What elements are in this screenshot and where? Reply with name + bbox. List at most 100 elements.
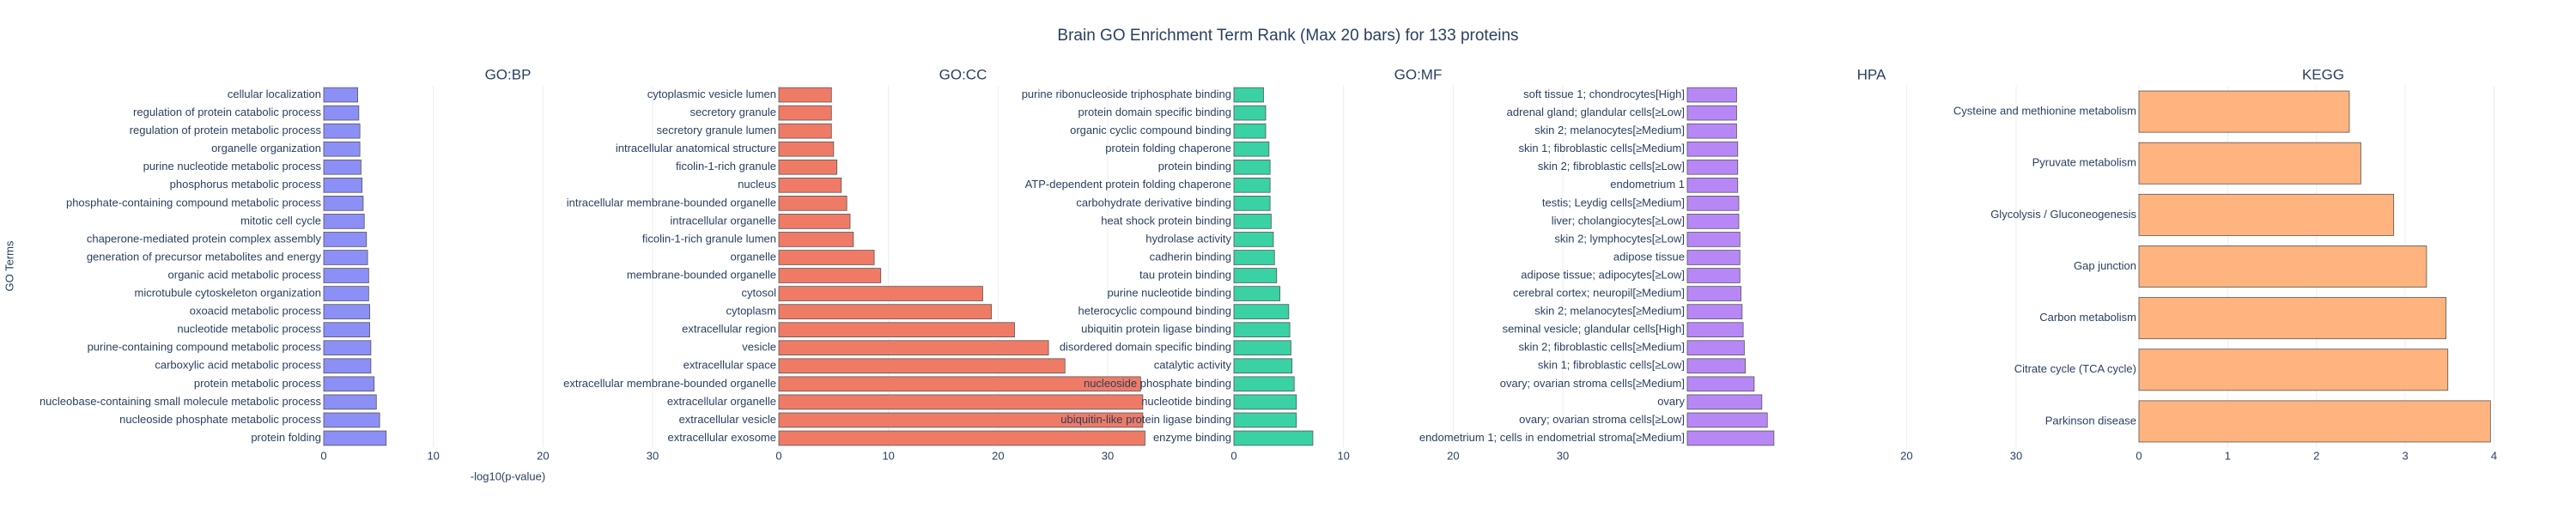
bar bbox=[1233, 358, 1293, 374]
bar bbox=[1686, 105, 1737, 121]
y-tick-label: Gap junction bbox=[2074, 259, 2136, 272]
panel-title: HPA bbox=[1857, 66, 1886, 82]
chart-title: Brain GO Enrichment Term Rank (Max 20 ba… bbox=[1057, 27, 1518, 45]
bar bbox=[1686, 376, 1755, 392]
x-tick-label: 0 bbox=[775, 449, 781, 462]
bar bbox=[1233, 159, 1271, 175]
bar bbox=[323, 123, 361, 139]
x-tick-label: 20 bbox=[992, 449, 1004, 462]
bar bbox=[323, 250, 368, 265]
bar bbox=[778, 159, 838, 175]
y-tick-label: purine nucleotide binding bbox=[1107, 287, 1231, 300]
y-tick-label: purine ribonucleoside triphosphate bindi… bbox=[1022, 88, 1231, 100]
y-tick-label: tau protein binding bbox=[1139, 268, 1231, 281]
bar bbox=[778, 376, 1141, 392]
y-tick-label: ovary; ovarian stroma cells[≥Medium] bbox=[1500, 377, 1685, 390]
y-tick-label: soft tissue 1; chondrocytes[High] bbox=[1523, 88, 1685, 100]
y-tick-label: enzyme binding bbox=[1153, 431, 1231, 444]
bar bbox=[1686, 159, 1739, 175]
y-tick-label: Parkinson disease bbox=[2045, 414, 2136, 427]
bar bbox=[1686, 430, 1775, 446]
y-tick-label: extracellular region bbox=[682, 323, 776, 336]
bar bbox=[323, 340, 372, 356]
y-tick-label: organic acid metabolic process bbox=[168, 268, 322, 281]
y-tick-label: carbohydrate derivative binding bbox=[1076, 196, 1231, 209]
bar bbox=[1233, 268, 1278, 283]
bar bbox=[778, 232, 854, 247]
bar bbox=[1233, 141, 1270, 157]
y-tick-label: skin 2; fibroblastic cells[≥Medium] bbox=[1518, 341, 1685, 354]
y-tick-label: heterocyclic compound binding bbox=[1078, 305, 1232, 318]
x-tick-label: 20 bbox=[1900, 449, 1912, 462]
bar bbox=[323, 286, 369, 301]
y-tick-label: extracellular organelle bbox=[667, 395, 776, 408]
y-tick-label: nucleotide metabolic process bbox=[177, 323, 321, 336]
y-tick-label: extracellular membrane-bounded organelle bbox=[563, 377, 776, 390]
y-axis-label: GO Terms bbox=[3, 240, 15, 291]
y-tick-label: adrenal gland; glandular cells[≥Low] bbox=[1507, 106, 1685, 118]
y-tick-label: organic cyclic compound binding bbox=[1070, 124, 1231, 136]
y-tick-label: hydrolase activity bbox=[1145, 232, 1231, 245]
bar bbox=[1233, 196, 1271, 211]
y-tick-label: chaperone-mediated protein complex assem… bbox=[87, 232, 322, 245]
y-tick-label: cerebral cortex; neuropil[≥Medium] bbox=[1513, 287, 1685, 300]
y-tick-label: regulation of protein catabolic process bbox=[133, 106, 321, 118]
y-tick-label: regulation of protein metabolic process bbox=[130, 124, 322, 136]
y-tick-label: intracellular membrane-bounded organelle bbox=[567, 196, 776, 209]
bar bbox=[323, 141, 361, 157]
y-tick-label: protein folding bbox=[251, 431, 321, 444]
x-tick-label: 30 bbox=[2010, 449, 2022, 462]
x-tick-label: 30 bbox=[647, 449, 659, 462]
x-tick-label: 0 bbox=[1230, 449, 1236, 462]
y-tick-label: extracellular exosome bbox=[668, 431, 776, 444]
bar bbox=[1233, 123, 1267, 139]
y-tick-label: skin 2; melanocytes[≥Medium] bbox=[1534, 305, 1685, 318]
panel-title: GO:CC bbox=[939, 66, 987, 82]
bar bbox=[1233, 87, 1264, 103]
bar bbox=[1686, 286, 1741, 301]
y-tick-label: adipose tissue bbox=[1613, 250, 1685, 263]
bar bbox=[323, 322, 371, 337]
bar bbox=[1686, 322, 1744, 337]
bar bbox=[323, 214, 365, 229]
y-tick-label: nucleoside phosphate binding bbox=[1084, 377, 1231, 390]
bar bbox=[2138, 297, 2447, 340]
y-tick-label: nucleus bbox=[738, 178, 776, 191]
bar bbox=[2138, 400, 2491, 443]
bar bbox=[778, 196, 848, 211]
y-tick-label: cytoplasm bbox=[726, 305, 776, 318]
y-tick-label: ovary; ovarian stroma cells[≥Low] bbox=[1519, 413, 1685, 426]
y-tick-label: mitotic cell cycle bbox=[240, 214, 321, 227]
x-tick-label: 10 bbox=[427, 449, 439, 462]
bar bbox=[1686, 250, 1741, 265]
bar bbox=[1686, 141, 1739, 157]
bar bbox=[1686, 412, 1768, 428]
y-tick-label: nucleoside phosphate metabolic process bbox=[119, 413, 321, 426]
bar bbox=[323, 196, 364, 211]
bar bbox=[1686, 268, 1741, 283]
bar bbox=[323, 105, 360, 121]
y-tick-label: microtubule cytoskeleton organization bbox=[134, 287, 321, 300]
y-tick-label: testis; Leydig cells[≥Medium] bbox=[1542, 196, 1685, 209]
bar bbox=[1233, 322, 1291, 337]
y-tick-label: Citrate cycle (TCA cycle) bbox=[2014, 362, 2136, 375]
bar bbox=[778, 123, 832, 139]
bar bbox=[778, 214, 851, 229]
bar bbox=[1233, 214, 1272, 229]
bar bbox=[2138, 142, 2361, 185]
bar bbox=[778, 177, 842, 193]
y-tick-label: phosphorus metabolic process bbox=[170, 178, 322, 191]
y-tick-label: ficolin-1-rich granule lumen bbox=[642, 232, 776, 245]
y-tick-label: skin 2; melanocytes[≥Medium] bbox=[1534, 124, 1685, 136]
y-tick-label: phosphate-containing compound metabolic … bbox=[66, 196, 322, 209]
y-tick-label: Cysteine and methionine metabolism bbox=[1953, 105, 2136, 118]
bar bbox=[778, 286, 983, 301]
y-tick-label: nucleobase-containing small molecule met… bbox=[39, 395, 322, 408]
x-tick-label: 3 bbox=[2403, 449, 2409, 462]
y-tick-label: cytosol bbox=[742, 287, 777, 300]
bar bbox=[323, 430, 387, 446]
x-tick-label: 4 bbox=[2491, 449, 2497, 462]
bar bbox=[778, 250, 875, 265]
x-tick-label: 10 bbox=[1337, 449, 1349, 462]
